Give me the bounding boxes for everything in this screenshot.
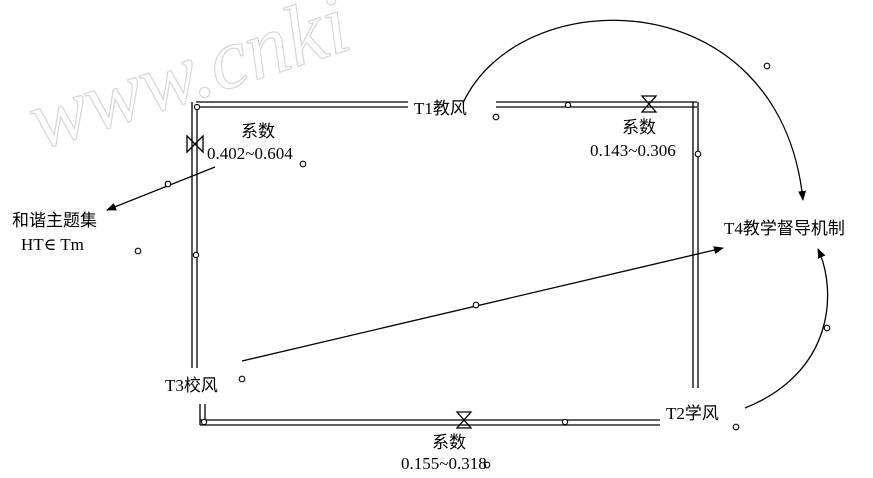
coef-bottom-range: 0.155~0.318	[401, 454, 487, 473]
connections	[106, 19, 829, 409]
valve-icons	[186, 95, 658, 429]
node-t1-label: T1教风	[414, 99, 467, 118]
valve-top-icon	[640, 95, 658, 113]
frame	[191, 101, 699, 426]
harmony-set-title: 和谐主题集	[12, 211, 97, 230]
arrow-to-harmony-set	[106, 166, 216, 211]
coef-bottom-label: 系数	[432, 433, 466, 452]
node-t3-label: T3校风	[165, 376, 218, 395]
path-nodes	[134, 62, 831, 469]
node-t2-label: T2学风	[666, 404, 719, 423]
arrow-t3-to-t4	[241, 246, 724, 362]
harmony-set-formula: HT∈ Tm	[21, 235, 84, 254]
coef-top-label: 系数	[622, 118, 656, 137]
coef-top-range: 0.143~0.306	[590, 141, 676, 160]
watermark-text: www.cnki	[16, 0, 360, 168]
valve-bottom-icon	[455, 411, 473, 429]
valve-left-icon	[186, 134, 204, 154]
coef-left-label: 系数	[241, 122, 275, 141]
frame-nodes	[192, 101, 572, 426]
node-t4-label: T4教学督导机制	[724, 219, 845, 238]
arrow-t2-to-t4	[744, 248, 829, 409]
arrow-t1-to-t4	[462, 19, 807, 201]
coef-left-range: 0.402~0.604	[207, 144, 293, 163]
